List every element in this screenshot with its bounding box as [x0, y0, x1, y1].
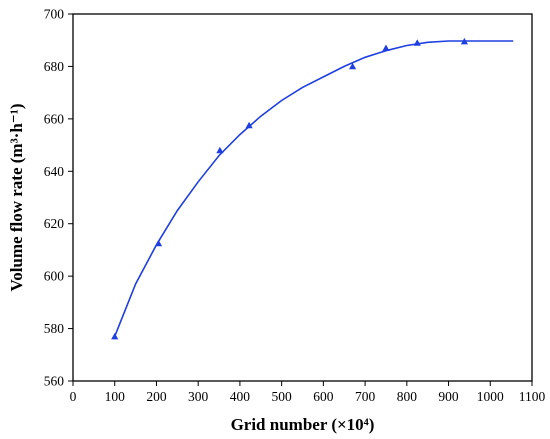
y-axis-ticks: 560 580 600 620 640 660 680 700	[44, 7, 73, 389]
x-tick-label: 500	[272, 389, 293, 404]
data-point-marker	[216, 146, 224, 154]
data-point-marker	[245, 121, 253, 129]
x-tick-label: 700	[355, 389, 376, 404]
x-tick-label: 200	[146, 389, 167, 404]
y-axis-title: Volume flow rate (m³·h⁻¹)	[7, 103, 26, 291]
x-axis-title: Grid number (×10⁴)	[231, 415, 375, 434]
x-tick-label: 300	[188, 389, 209, 404]
series-fit-line	[113, 40, 514, 337]
data-point-marker	[413, 39, 421, 46]
x-tick-label: 1000	[477, 389, 504, 404]
x-tick-label: 0	[70, 389, 77, 404]
y-tick-label: 660	[44, 111, 65, 126]
x-axis-ticks: 0 100 200 300 400 500 600 700 800 900 1000 1100	[70, 381, 546, 404]
data-point-marker	[111, 332, 119, 340]
x-tick-label: 600	[313, 389, 334, 404]
y-tick-label: 640	[44, 164, 65, 179]
y-tick-label: 620	[44, 216, 65, 231]
x-tick-label: 1100	[519, 389, 546, 404]
plot-area-frame	[72, 13, 533, 382]
data-point-marker	[382, 44, 390, 51]
y-tick-label: 600	[44, 269, 65, 284]
x-tick-label: 100	[105, 389, 126, 404]
y-tick-label: 700	[44, 7, 65, 22]
y-tick-label: 580	[44, 321, 65, 336]
x-tick-label: 900	[438, 389, 459, 404]
data-point-marker	[348, 62, 357, 70]
series-markers	[111, 37, 469, 340]
x-tick-label: 400	[230, 389, 251, 404]
data-point-marker	[154, 239, 163, 247]
x-tick-label: 800	[397, 389, 418, 404]
y-tick-label: 560	[44, 374, 65, 389]
y-tick-label: 680	[44, 59, 65, 74]
data-point-marker	[460, 37, 469, 45]
